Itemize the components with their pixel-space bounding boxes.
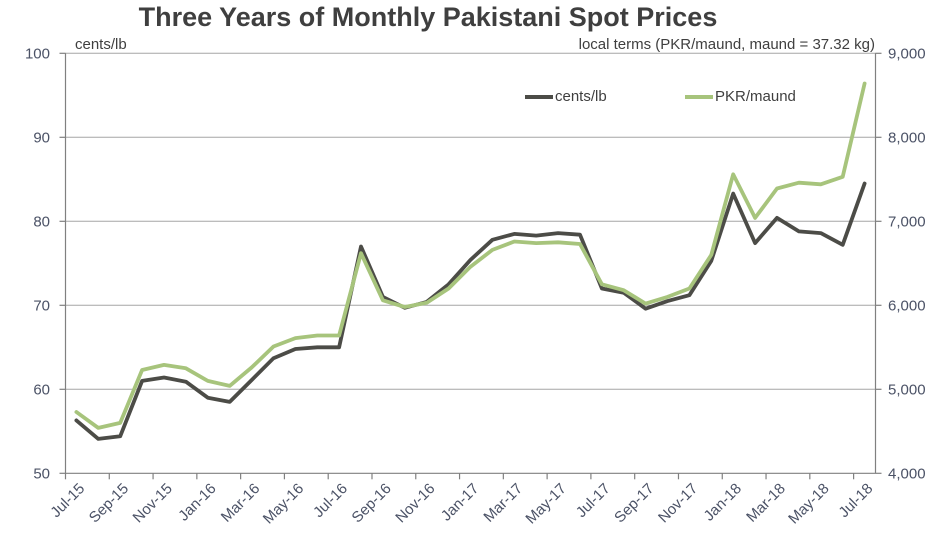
- cents-lb-series-line: [74, 181, 867, 441]
- x-axis-tick-label: Mar-17: [480, 480, 526, 526]
- right-axis-tick-label: 9,000: [888, 45, 926, 62]
- x-axis-tick-label: Jan-16: [175, 480, 219, 524]
- x-axis-tick-label: Nov-15: [130, 480, 176, 526]
- pkr-maund-series-line: [74, 81, 867, 430]
- legend-swatch-pkr-maund: [685, 94, 713, 99]
- x-axis-tick-label: May-18: [785, 480, 832, 527]
- x-axis-tick-label: Jul-17: [573, 480, 614, 521]
- right-axis-tick-label: 5,000: [888, 381, 926, 398]
- right-axis-tick-label: 8,000: [888, 129, 926, 146]
- x-axis-tick-label: Nov-17: [655, 480, 701, 526]
- left-axis-tick-label: 60: [33, 381, 50, 398]
- left-axis-tick-label: 90: [33, 129, 50, 146]
- right-axis-tick-label: 6,000: [888, 297, 926, 314]
- x-axis-tick-label: Jan-17: [438, 480, 482, 524]
- x-axis-tick-label: Jul-18: [835, 480, 876, 521]
- chart-title: Three Years of Monthly Pakistani Spot Pr…: [138, 2, 718, 32]
- right-axis-tick-label: 4,000: [888, 465, 926, 482]
- legend-item-cents-lb: cents/lb: [525, 88, 607, 105]
- x-axis-tick-label: Sep-17: [611, 480, 657, 526]
- x-axis-tick-label: Mar-16: [218, 480, 264, 526]
- x-axis-tick-label: Jul-15: [47, 480, 88, 521]
- x-axis-tick-label: Jul-16: [310, 480, 351, 521]
- right-axis-tick-label: 7,000: [888, 213, 926, 230]
- x-axis-tick-label: Sep-16: [349, 480, 395, 526]
- left-axis-tick-label: 80: [33, 213, 50, 230]
- legend-item-pkr-maund: PKR/maund: [685, 88, 796, 105]
- legend-swatch-cents-lb: [525, 94, 553, 99]
- left-axis-units-label: cents/lb: [75, 36, 127, 53]
- x-axis-tick-label: Jan-18: [701, 480, 745, 524]
- right-axis-units-label: local terms (PKR/maund, maund = 37.32 kg…: [578, 36, 875, 53]
- x-axis-tick-label: Sep-15: [86, 480, 132, 526]
- x-axis-tick-label: May-16: [260, 480, 307, 527]
- x-axis-tick-label: Mar-18: [743, 480, 789, 526]
- left-axis-tick-label: 50: [33, 465, 50, 482]
- legend-label-cents-lb: cents/lb: [555, 88, 607, 105]
- x-axis-tick-label: Nov-16: [392, 480, 438, 526]
- left-axis-tick-label: 70: [33, 297, 50, 314]
- legend-label-pkr-maund: PKR/maund: [715, 88, 796, 105]
- left-axis-tick-label: 100: [25, 45, 50, 62]
- x-axis-tick-label: May-17: [522, 480, 569, 527]
